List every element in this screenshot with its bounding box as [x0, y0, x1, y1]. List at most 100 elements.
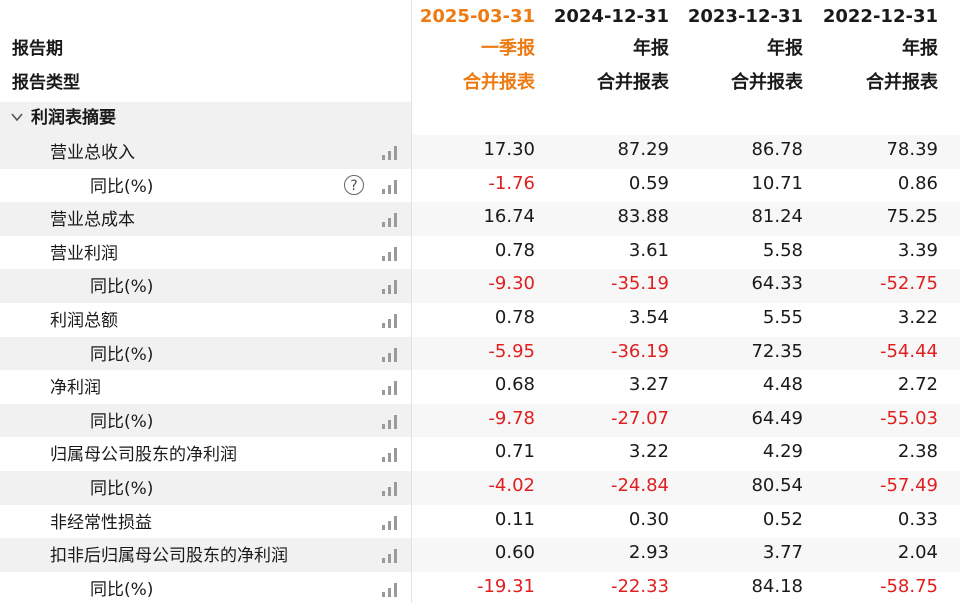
bar-chart-icon-bar — [382, 423, 385, 429]
cell-value: 0.33 — [897, 508, 938, 530]
cell-value: 0.52 — [762, 508, 803, 530]
cell-value: 0.30 — [628, 508, 669, 530]
bar-chart-icon[interactable] — [382, 482, 400, 496]
bar-chart-icon-bar — [388, 352, 391, 362]
header-report-period-row: 报告期 一季报 年报 年报 年报 — [0, 32, 960, 66]
header-report-type-row: 报告类型 合并报表 合并报表 合并报表 合并报表 — [0, 66, 960, 100]
bar-chart-icon-bar — [388, 386, 391, 396]
cell-value: -22.33 — [610, 575, 669, 597]
cell-value: 10.71 — [751, 172, 803, 194]
row-label: 营业利润 — [50, 243, 118, 264]
table-row: 同比(%) -19.31 -22.33 84.18 -58.75 — [0, 572, 960, 606]
period-header-0[interactable]: 2025-03-31 — [419, 6, 535, 27]
cell-value: 5.55 — [762, 307, 803, 328]
bar-chart-icon-bar — [394, 314, 397, 328]
cell-value: -36.19 — [610, 340, 669, 362]
row-label: 营业总成本 — [50, 210, 135, 231]
bar-chart-icon[interactable] — [382, 179, 400, 194]
bar-chart-icon[interactable] — [382, 280, 400, 295]
row-label: 同比(%) — [90, 344, 154, 365]
row-value-bg — [412, 403, 960, 438]
report-type-label: 报告类型 — [12, 73, 80, 93]
bar-chart-icon-bar — [382, 289, 385, 295]
cell-value: 0.78 — [494, 239, 535, 261]
bar-chart-icon[interactable] — [382, 448, 400, 463]
bar-chart-icon-bar — [388, 285, 391, 295]
cell-value: 64.49 — [751, 407, 803, 429]
report-period-0: 一季报 — [481, 38, 535, 59]
cell-value: 0.71 — [494, 441, 535, 463]
row-label-bg — [0, 269, 411, 303]
cell-value: 0.68 — [494, 374, 535, 396]
help-circle-icon[interactable]: ? — [344, 174, 364, 195]
cell-value: 17.30 — [483, 139, 535, 160]
bar-chart-icon[interactable] — [382, 246, 400, 261]
bar-chart-icon-bar — [388, 453, 391, 463]
bar-chart-icon-bar — [394, 414, 397, 429]
bar-chart-icon-bar — [394, 482, 397, 496]
row-label-bg — [0, 572, 411, 606]
bar-chart-icon-bar — [382, 558, 385, 564]
bar-chart-icon-bar — [394, 146, 397, 160]
row-label-bg — [0, 202, 411, 236]
bar-chart-icon[interactable] — [382, 549, 400, 564]
cell-value: -5.95 — [488, 340, 535, 362]
row-label: 同比(%) — [90, 277, 154, 298]
report-period-3: 年报 — [902, 38, 938, 59]
row-label: 同比(%) — [90, 176, 154, 197]
row-label: 营业总收入 — [50, 143, 135, 163]
row-label: 同比(%) — [90, 579, 154, 600]
bar-chart-icon[interactable] — [382, 582, 400, 597]
row-label: 利润总额 — [50, 311, 118, 331]
bar-chart-icon[interactable] — [382, 146, 400, 160]
cell-value: 3.54 — [628, 307, 669, 328]
cell-value: 4.29 — [762, 441, 803, 463]
report-type-2: 合并报表 — [731, 72, 803, 93]
bar-chart-icon-bar — [388, 218, 391, 228]
row-label-bg — [0, 471, 411, 505]
bar-chart-icon-bar — [382, 356, 385, 362]
row-value-bg — [412, 135, 960, 169]
table-row: 同比(%)? -1.76 0.59 10.71 0.86 — [0, 169, 960, 203]
bar-chart-icon-bar — [382, 323, 385, 328]
section-income-summary[interactable]: 利润表摘要 — [0, 102, 960, 136]
bar-chart-icon-bar — [388, 319, 391, 328]
period-header-1[interactable]: 2024-12-31 — [553, 6, 669, 27]
table-row: 同比(%) -9.78 -27.07 64.49 -55.03 — [0, 403, 960, 438]
cell-value: 3.22 — [628, 441, 669, 463]
bar-chart-icon[interactable] — [382, 213, 400, 228]
cell-value: -19.31 — [476, 575, 535, 597]
cell-value: 3.39 — [897, 239, 938, 261]
period-header-2[interactable]: 2023-12-31 — [687, 6, 803, 27]
cell-value: 0.59 — [628, 172, 669, 194]
bar-chart-icon[interactable] — [382, 414, 400, 429]
report-period-label: 报告期 — [12, 39, 63, 59]
bar-chart-icon-bar — [394, 213, 397, 228]
chevron-down-icon[interactable] — [10, 110, 24, 124]
period-header-3[interactable]: 2022-12-31 — [822, 6, 938, 27]
table-row: 归属母公司股东的净利润 0.71 3.22 4.29 2.38 — [0, 437, 960, 471]
report-type-1: 合并报表 — [597, 72, 669, 93]
bar-chart-icon-bar — [382, 457, 385, 463]
cell-value: -1.76 — [488, 172, 535, 194]
bar-chart-icon[interactable] — [382, 347, 400, 362]
row-value-bg — [412, 538, 960, 572]
table-row: 营业总成本 16.74 83.88 81.24 75.25 — [0, 202, 960, 236]
bar-chart-icon[interactable] — [382, 515, 400, 530]
cell-value: 3.77 — [762, 542, 803, 564]
cell-value: 83.88 — [617, 206, 669, 228]
bar-chart-icon-bar — [394, 381, 397, 396]
cell-value: 0.11 — [494, 508, 535, 530]
bar-chart-icon[interactable] — [382, 314, 400, 328]
bar-chart-icon-bar — [394, 582, 397, 597]
cell-value: -52.75 — [879, 273, 938, 295]
cell-value: 3.27 — [628, 374, 669, 396]
row-label: 归属母公司股东的净利润 — [50, 445, 237, 466]
bar-chart-icon-bar — [382, 222, 385, 228]
row-label: 净利润 — [50, 378, 101, 399]
row-label: 同比(%) — [90, 479, 154, 499]
bar-chart-icon[interactable] — [382, 381, 400, 396]
cell-value: 2.04 — [897, 542, 938, 564]
cell-value: 0.86 — [897, 172, 938, 194]
cell-value: 3.61 — [628, 239, 669, 261]
